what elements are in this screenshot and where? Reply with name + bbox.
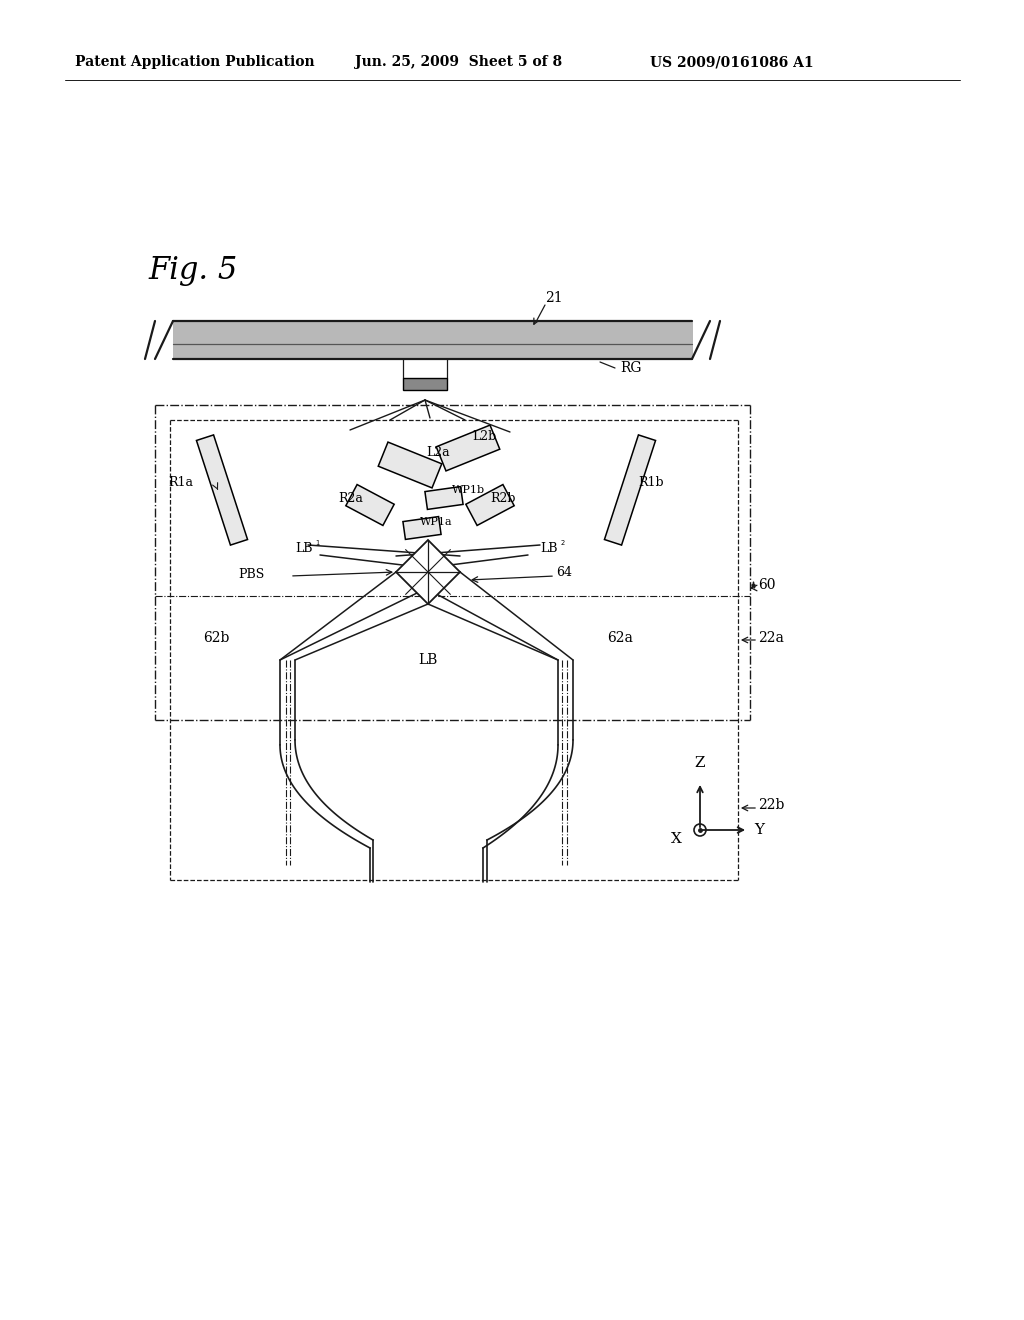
Text: $_1$: $_1$: [315, 539, 321, 548]
Text: $_2$: $_2$: [560, 539, 565, 548]
Text: Y: Y: [754, 822, 764, 837]
Bar: [403, 378, 447, 389]
Text: X: X: [671, 832, 682, 846]
Text: Fig. 5: Fig. 5: [148, 255, 238, 285]
Bar: [436, 425, 500, 471]
Text: L2b: L2b: [472, 429, 497, 442]
Text: WP1b: WP1b: [452, 484, 485, 495]
Bar: [604, 434, 655, 545]
Text: R2b: R2b: [490, 491, 515, 504]
Text: 22a: 22a: [758, 631, 784, 645]
Text: RG: RG: [620, 360, 641, 375]
Text: Jun. 25, 2009  Sheet 5 of 8: Jun. 25, 2009 Sheet 5 of 8: [355, 55, 562, 69]
Text: L2a: L2a: [426, 446, 450, 459]
Bar: [197, 434, 248, 545]
Bar: [346, 484, 394, 525]
Bar: [425, 487, 463, 510]
Text: LB: LB: [418, 653, 437, 667]
Text: LB: LB: [295, 541, 312, 554]
Text: PBS: PBS: [238, 569, 264, 582]
Text: 22b: 22b: [758, 799, 784, 812]
Bar: [402, 516, 441, 540]
Text: R1a: R1a: [168, 475, 193, 488]
Text: 64: 64: [556, 565, 572, 578]
Text: 21: 21: [545, 290, 562, 305]
Text: WP1a: WP1a: [420, 517, 453, 527]
Text: 60: 60: [758, 578, 775, 591]
Polygon shape: [396, 540, 460, 605]
Bar: [173, 321, 693, 359]
Bar: [466, 484, 514, 525]
Text: 62b: 62b: [203, 631, 229, 645]
Text: 62a: 62a: [607, 631, 633, 645]
Text: Patent Application Publication: Patent Application Publication: [75, 55, 314, 69]
Text: R2a: R2a: [338, 491, 362, 504]
Text: R1b: R1b: [638, 475, 664, 488]
Text: US 2009/0161086 A1: US 2009/0161086 A1: [650, 55, 814, 69]
Text: LB: LB: [540, 541, 557, 554]
Text: Z: Z: [694, 756, 706, 770]
Bar: [378, 442, 441, 488]
